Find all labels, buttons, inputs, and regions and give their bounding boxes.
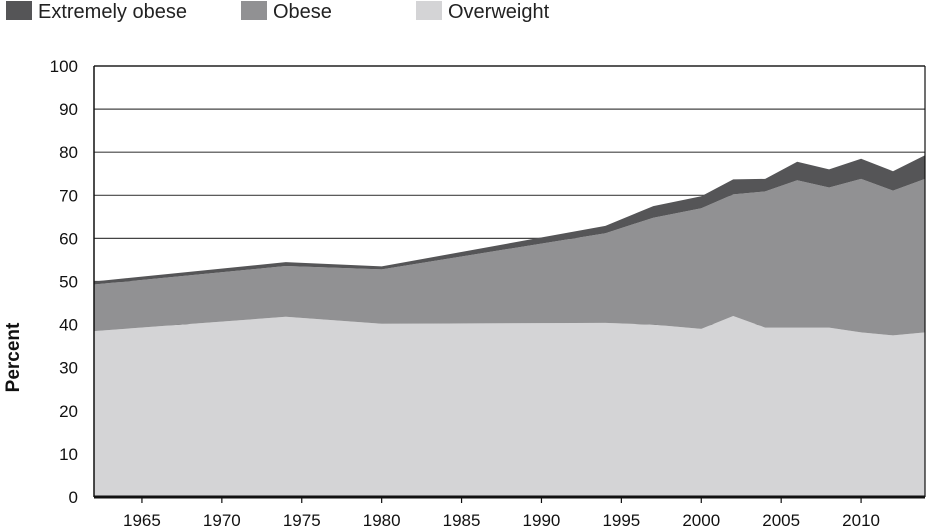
y-tick-label-20: 20: [59, 402, 78, 421]
x-tick-label-1980: 1980: [363, 511, 401, 529]
x-tick-labels: 1965 1970 1975 1980 1985 1990 1995 2000 2005 2010: [123, 511, 880, 529]
x-tick-label-1985: 1985: [443, 511, 481, 529]
axes: [93, 65, 926, 503]
series-areas: [94, 155, 925, 497]
y-tick-label-90: 90: [59, 100, 78, 119]
x-tick-label-2010: 2010: [842, 511, 880, 529]
x-tick-label-1975: 1975: [283, 511, 321, 529]
y-tick-label-0: 0: [69, 488, 78, 507]
legend-swatch-extremely-obese: [6, 1, 32, 20]
y-axis-title: Percent: [3, 322, 24, 392]
y-tick-label-10: 10: [59, 445, 78, 464]
legend-label-extremely-obese: Extremely obese: [38, 1, 187, 23]
legend-label-obese: Obese: [273, 1, 332, 23]
area-obese: [94, 178, 925, 336]
x-tick-label-1990: 1990: [523, 511, 561, 529]
legend-swatch-obese: [241, 1, 267, 20]
x-tick-label-2005: 2005: [762, 511, 800, 529]
x-tick-label-1965: 1965: [123, 511, 161, 529]
x-tick-label-1970: 1970: [203, 511, 241, 529]
legend-swatch-overweight: [416, 1, 442, 20]
y-tick-label-80: 80: [59, 143, 78, 162]
y-tick-label-100: 100: [50, 57, 78, 76]
legend-label-overweight: Overweight: [448, 1, 550, 23]
x-tick-label-1995: 1995: [602, 511, 640, 529]
y-tick-label-50: 50: [59, 273, 78, 292]
x-tick-label-2000: 2000: [682, 511, 720, 529]
y-tick-label-30: 30: [59, 359, 78, 378]
y-tick-label-70: 70: [59, 186, 78, 205]
area-overweight: [94, 316, 925, 497]
area-extremely-obese: [94, 155, 925, 285]
y-tick-label-60: 60: [59, 229, 78, 248]
y-tick-label-40: 40: [59, 316, 78, 335]
legend: Extremely obese Obese Overweight: [6, 1, 550, 23]
y-tick-labels: 0 10 20 30 40 50 60 70 80 90 100: [50, 57, 78, 507]
